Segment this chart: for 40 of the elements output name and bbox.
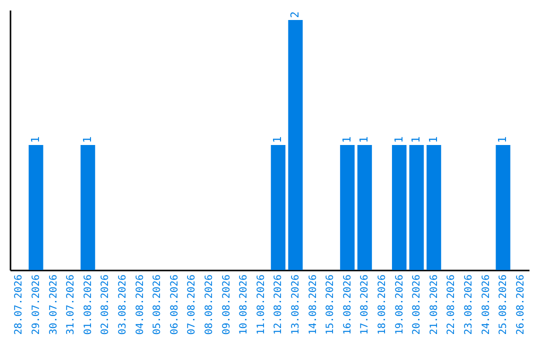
data-label: 1 [28,136,42,143]
x-tick-label: 04.08.2026 [134,274,146,335]
x-tick-label: 18.08.2026 [376,274,388,335]
x-tick-label: 12.08.2026 [273,274,284,335]
x-tick-label: 06.08.2026 [169,274,180,335]
x-tick-label: 31.07.2026 [66,274,77,335]
x-tick-label: 24.08.2026 [480,274,492,335]
data-label: 2 [288,11,302,18]
x-tick-label: 22.08.2026 [446,274,458,335]
x-tick-label: 15.08.2026 [325,274,336,335]
x-tick-label: 03.08.2026 [117,274,128,335]
x-tick-label: 08.08.2026 [204,274,215,335]
data-label: 1 [271,136,284,143]
x-tick-label: 19.08.2026 [394,274,406,335]
x-tick-label: 13.08.2026 [290,274,302,335]
x-tick-label: 02.08.2026 [100,274,112,335]
x-tick-label: 26.08.2026 [515,274,526,335]
x-tick-label: 29.07.2026 [30,274,42,335]
x-tick-label: 25.08.2026 [498,274,510,335]
data-label: 1 [80,136,94,143]
x-tick-label: 21.08.2026 [428,274,440,335]
x-tick-label: 01.08.2026 [82,274,94,335]
x-tick-label: 05.08.2026 [152,274,164,335]
x-tick-label: 07.08.2026 [186,274,198,335]
x-tick-label: 28.07.2026 [14,274,25,335]
x-tick-label: 30.07.2026 [48,274,60,335]
x-tick-label: 14.08.2026 [308,274,319,335]
data-label: 1 [426,136,440,143]
data-label: 1 [340,136,354,143]
x-tick-label: 20.08.2026 [412,274,423,335]
x-tick-label: 11.08.2026 [256,274,267,335]
x-tick-label: 23.08.2026 [463,274,474,335]
data-label: 1 [358,136,371,143]
data-label: 1 [496,136,510,143]
x-tick-label: 09.08.2026 [221,274,232,335]
x-tick-label: 10.08.2026 [238,274,250,335]
data-label: 1 [410,136,423,143]
x-tick-label: 16.08.2026 [342,274,354,335]
data-label: 1 [392,136,406,143]
x-tick-label: 17.08.2026 [360,274,371,335]
